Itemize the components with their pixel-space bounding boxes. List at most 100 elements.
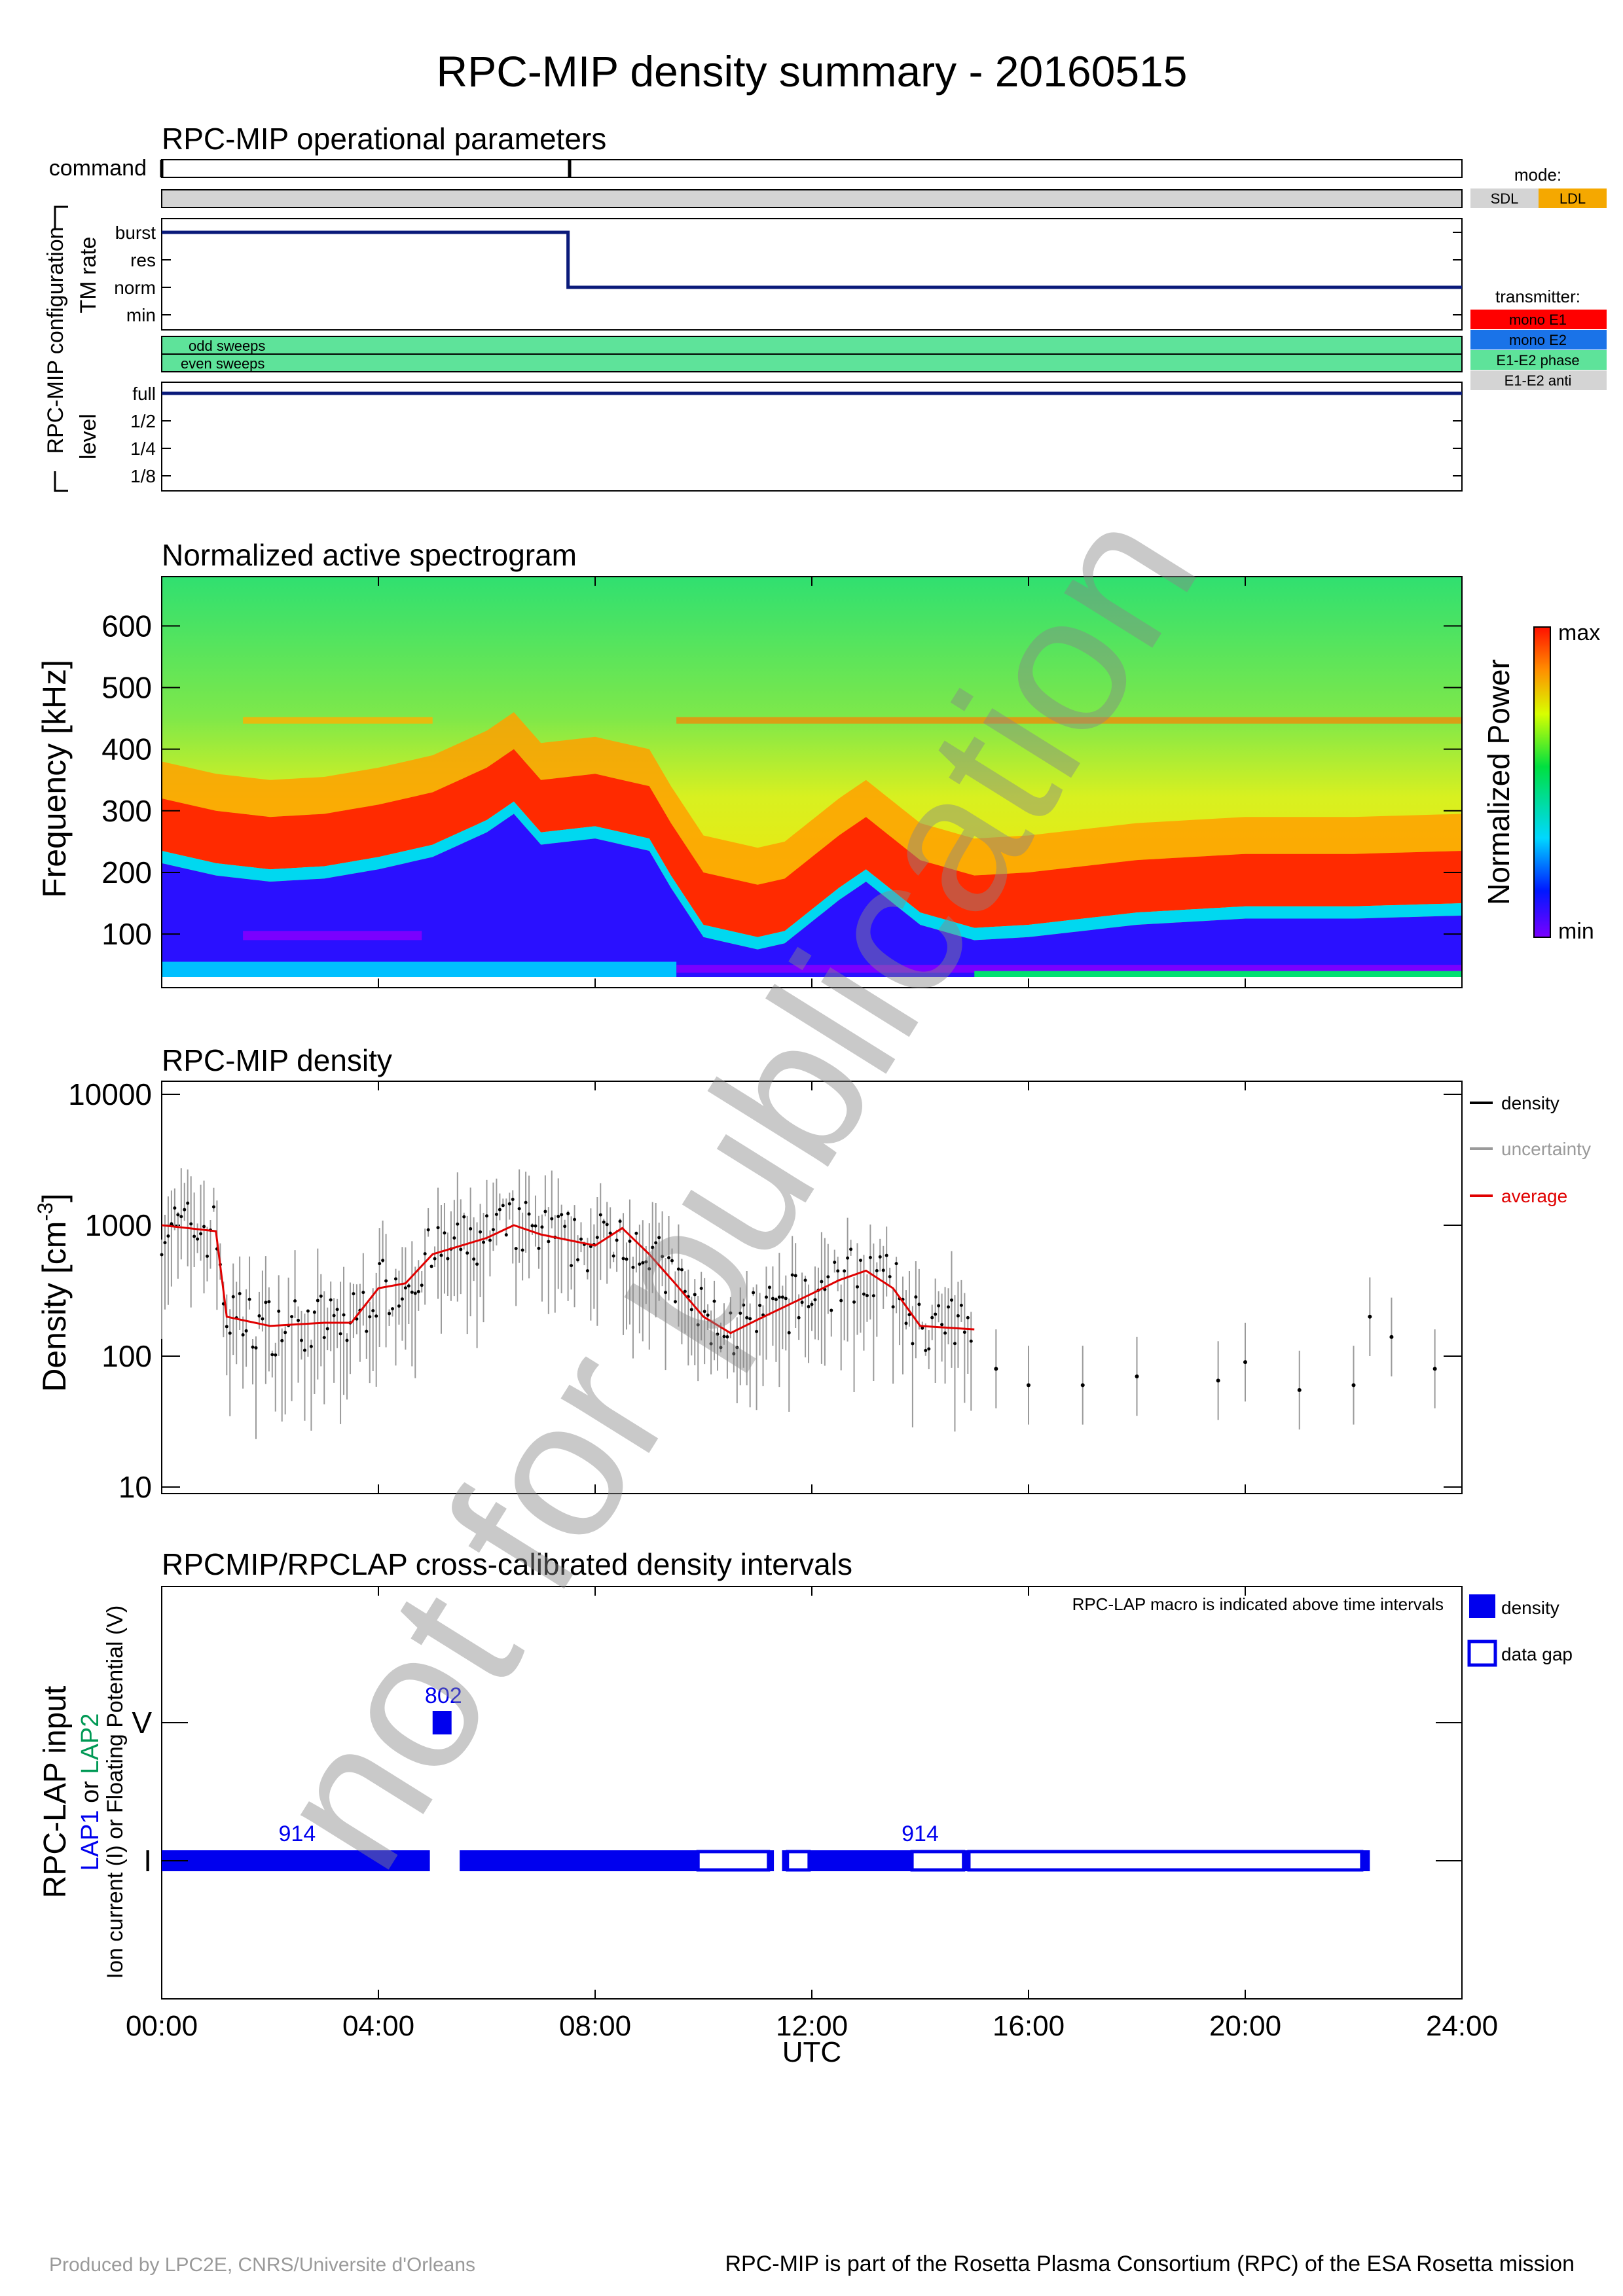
density-point (491, 1228, 495, 1232)
density-point (416, 1289, 420, 1293)
lap-density-interval (460, 1850, 699, 1871)
density-point (527, 1212, 531, 1216)
odd-sweeps-bar (161, 336, 1463, 355)
density-point (852, 1300, 856, 1304)
mode-sdl-swatch (1470, 188, 1539, 208)
density-point (206, 1254, 210, 1258)
density-point (634, 1231, 638, 1235)
density-point (611, 1254, 615, 1258)
density-point (699, 1286, 703, 1290)
density-point (771, 1297, 775, 1300)
level-tick-label: full (132, 384, 156, 404)
density-point (752, 1291, 756, 1295)
density-point (858, 1259, 862, 1263)
level-tick-label: 1/2 (130, 411, 156, 431)
density-ytick-label: 1000 (85, 1208, 152, 1242)
density-point (196, 1237, 200, 1241)
tm-rate-label: TM rate (76, 236, 101, 313)
density-point (1389, 1335, 1394, 1339)
density-point (312, 1310, 316, 1314)
density-point (911, 1342, 915, 1346)
density-point (290, 1315, 294, 1319)
density-point (755, 1329, 759, 1333)
density-point (947, 1305, 951, 1309)
density-point (566, 1211, 570, 1215)
density-point (927, 1347, 931, 1351)
tx-mono-e1-swatch (1470, 310, 1607, 329)
density-point (846, 1256, 850, 1260)
density-point (560, 1213, 564, 1217)
density-panel: RPC-MIP density 10 100 1000 10000 Density [… (33, 1043, 1591, 1504)
density-point (943, 1331, 947, 1335)
density-point (719, 1346, 723, 1350)
density-point (511, 1198, 515, 1202)
density-point (894, 1262, 898, 1266)
configuration-bracket (54, 206, 68, 229)
density-point (878, 1255, 882, 1259)
density-point (1027, 1383, 1030, 1388)
density-point (689, 1308, 693, 1312)
mode-ldl-swatch (1539, 188, 1607, 208)
density-point (618, 1219, 622, 1223)
density-point (498, 1208, 501, 1211)
density-point (683, 1289, 687, 1293)
lap-ylabel-lap2: LAP2 (77, 1713, 104, 1774)
page-title: RPC-MIP density summary - 20160515 (437, 47, 1188, 96)
density-point (953, 1342, 957, 1346)
density-point (732, 1352, 736, 1355)
command-label: command (49, 156, 147, 181)
configuration-group-label: RPC-MIP configuration (43, 226, 68, 454)
colorbar-max-label: max (1558, 620, 1600, 645)
density-point (391, 1307, 395, 1311)
density-point (780, 1295, 784, 1299)
spectrogram-low-band (974, 971, 1462, 977)
density-point (800, 1300, 804, 1304)
density-point (739, 1312, 742, 1316)
density-point (706, 1313, 710, 1317)
time-tick-label: 16:00 (993, 2010, 1065, 2042)
density-point (524, 1200, 528, 1204)
density-point (631, 1265, 635, 1269)
density-point (482, 1240, 486, 1244)
legend-uncertainty-label: uncertainty (1501, 1139, 1591, 1159)
density-point (550, 1217, 554, 1221)
density-point (966, 1316, 970, 1319)
density-point (192, 1234, 196, 1238)
mode-bar (161, 189, 1463, 208)
density-point (329, 1298, 333, 1302)
mode-sdl-label: SDL (1491, 190, 1519, 207)
density-point (283, 1331, 287, 1335)
even-sweeps-bar (161, 353, 1463, 372)
time-tick-label: 08:00 (559, 2010, 631, 2042)
density-point (436, 1226, 440, 1230)
density-ytick-label: 10000 (68, 1077, 152, 1111)
density-point (1297, 1388, 1302, 1392)
density-point (673, 1300, 677, 1304)
density-point (585, 1269, 589, 1273)
density-ylabel-end: ] (36, 1193, 73, 1202)
density-point (501, 1204, 505, 1208)
density-point (446, 1257, 450, 1261)
density-point (1432, 1367, 1437, 1371)
density-point (517, 1207, 521, 1211)
density-ylabel-main: Density [cm (36, 1221, 73, 1392)
level-box (161, 382, 1463, 492)
time-tick-label: 12:00 (776, 2010, 848, 2042)
density-point (670, 1259, 674, 1263)
spectrogram-ytick-label: 500 (101, 670, 152, 704)
lap-legend-density-label: density (1501, 1598, 1559, 1618)
lap-density-interval (963, 1850, 969, 1871)
lap-ytick-v-label: V (132, 1706, 152, 1740)
density-point (163, 1241, 167, 1245)
density-point (388, 1312, 392, 1316)
density-point (725, 1335, 729, 1338)
density-point (914, 1295, 918, 1299)
spectrogram-low-band (162, 961, 677, 977)
density-point (1243, 1360, 1247, 1365)
lap-gap-interval (786, 1850, 811, 1872)
lap-ylabel-sub: Ion current (I) or Floating Potential (V… (103, 1605, 128, 1979)
density-point (202, 1225, 206, 1229)
density-point (813, 1298, 817, 1302)
spectrogram-cyan-band (162, 801, 1462, 950)
density-point (790, 1273, 794, 1277)
